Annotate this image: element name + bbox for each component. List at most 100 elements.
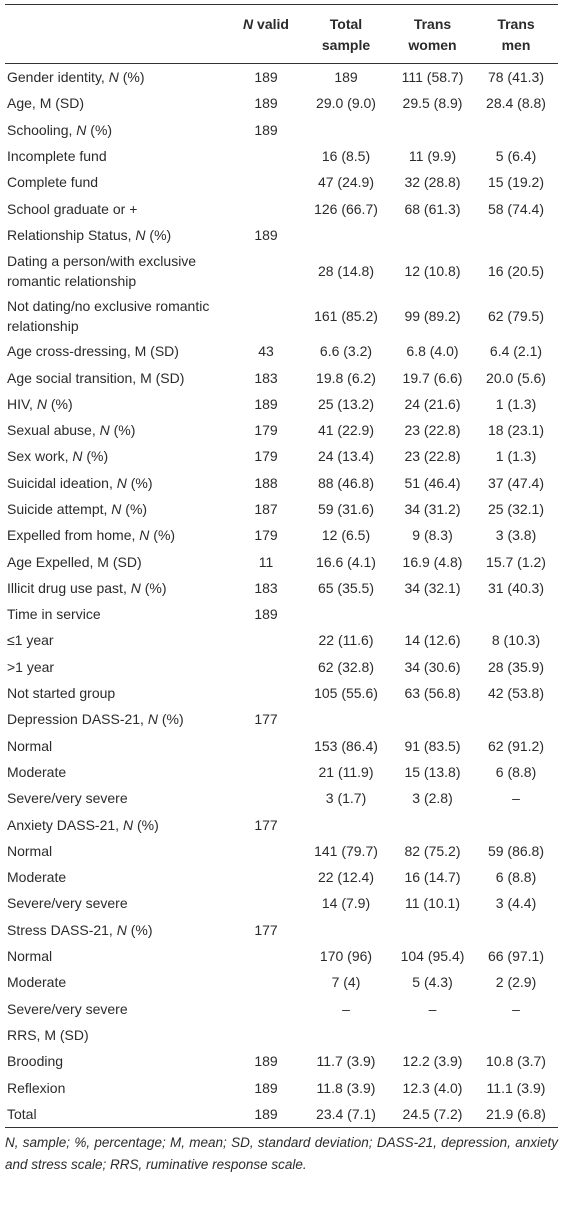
row-label: Incomplete fund [5,143,231,169]
table-header: N valid Total sample Trans women Trans men [5,4,558,64]
value-cell: 19.7 (6.6) [402,369,463,386]
value-cell: 16 (14.7) [404,869,461,886]
value-cell: 3 (2.8) [412,790,453,807]
table-row: Sexual abuse, N (%) 179 41 (22.9) 23 (22.8)… [5,417,558,443]
text: Anxiety DASS-21, [7,816,123,833]
value-cell [474,601,558,627]
value-cell: 5 (6.4) [495,148,537,165]
value-cell: 63 (56.8) [404,685,461,702]
value-cell [231,169,301,195]
italic-text: N [108,69,119,86]
value-cell [231,195,301,221]
italic-text: N [135,226,146,243]
text: Normal [7,842,53,859]
value-cell: 16 (20.5) [487,262,545,279]
table-row: Age Expelled, M (SD) 11 16.6 (4.1) 16.9 (4.… [5,548,558,574]
value-cell: 24.5 (7.2) [402,1105,463,1122]
value-cell: 28 (14.8) [317,262,375,279]
table-row: Moderate 7 (4) 5 (4.3) 2 (2.9) [5,969,558,995]
value-cell: 189 [254,1079,278,1096]
row-label: Severe/very severe [5,996,231,1022]
text: Not started group [7,685,116,702]
data-table: N valid Total sample Trans women Trans men … [5,4,558,1128]
table-row: >1 year 62 (32.8) 34 (30.6) 28 (35.9) [5,654,558,680]
value-cell: 170 (96) [319,948,373,965]
table-row: Total 189 23.4 (7.1) 24.5 (7.2) 21.9 (6.8) [5,1101,558,1128]
text: Schooling, [7,121,77,138]
value-cell: 15 (19.2) [487,174,545,191]
table-row: Age, M (SD) 189 29.0 (9.0) 29.5 (8.9) 28.4 (… [5,90,558,116]
row-label: RRS, M (SD) [5,1022,231,1048]
value-cell: 179 [254,448,278,465]
value-cell [474,811,558,837]
value-cell: 189 [254,226,278,243]
row-label: Severe/very severe [5,890,231,916]
value-cell: 20.0 (5.6) [486,369,546,386]
header-cell: Trans women [391,5,474,64]
table-row: Severe/very severe – – – [5,996,558,1022]
value-cell: 25 (13.2) [317,395,375,412]
text: ≤1 year [7,632,54,649]
text: Trans women [408,16,457,53]
text: HIV, [7,395,37,412]
text: Depression DASS-21, [7,711,148,728]
text: Age, M (SD) [7,95,85,112]
value-cell: 24 (13.4) [317,448,375,465]
text: Brooding [7,1053,64,1070]
text: Trans men [497,16,535,53]
value-cell: 177 [254,921,278,938]
value-cell: 23 (22.8) [404,422,461,439]
header-cell [5,5,231,64]
text: Dating a person/with exclusive romantic … [7,252,197,289]
value-cell: 34 (32.1) [404,579,461,596]
table-row: Complete fund 47 (24.9) 32 (28.8) 15 (19.2) [5,169,558,195]
italic-text: N [76,121,87,138]
value-cell: 37 (47.4) [487,474,545,491]
text: Expelled from home, [7,527,140,544]
table-row: Moderate 22 (12.4) 16 (14.7) 6 (8.8) [5,864,558,890]
value-cell: 177 [254,816,278,833]
value-cell: 34 (31.2) [404,501,461,517]
text: (%) [86,121,113,138]
value-cell: 10.8 (3.7) [486,1053,546,1070]
value-cell: 6.6 (3.2) [319,343,373,360]
value-cell: 11.8 (3.9) [316,1079,376,1096]
value-cell: 189 [254,1105,278,1122]
row-label: Anxiety DASS-21, N (%) [5,811,231,837]
table-row: Time in service 189 [5,601,558,627]
value-cell [301,917,391,943]
value-cell: 6.8 (4.0) [406,343,459,360]
value-cell: 183 [254,369,278,386]
value-cell: 16 (8.5) [321,148,371,165]
italic-text: N [99,422,110,439]
value-cell: 6 (8.8) [495,869,537,886]
italic-text: N [130,579,141,596]
value-cell [474,117,558,143]
text: (%) [140,579,167,596]
value-cell [474,222,558,248]
value-cell: 15.7 (1.2) [486,553,546,570]
value-cell: 47 (24.9) [317,174,375,191]
value-cell [391,811,474,837]
row-label: Age cross-dressing, M (SD) [5,338,231,364]
text: (%) [157,711,184,728]
row-label: Sexual abuse, N (%) [5,417,231,443]
value-cell [231,943,301,969]
value-cell [391,222,474,248]
table-row: Suicidal ideation, N (%) 188 88 (46.8) 51 (… [5,470,558,496]
page: N valid Total sample Trans women Trans men … [0,4,563,1209]
value-cell [231,293,301,338]
value-cell [231,996,301,1022]
value-cell [231,759,301,785]
text: (%) [126,921,153,938]
value-cell: 12 (6.5) [321,527,371,544]
value-cell: 12.3 (4.0) [402,1079,463,1096]
italic-text: N [243,16,254,32]
value-cell [231,838,301,864]
italic-text: N [111,501,122,517]
text: Severe/very severe [7,790,128,807]
text: Complete fund [7,174,99,191]
header-label: N valid [237,14,295,35]
value-cell: 179 [254,422,278,439]
value-cell [231,654,301,680]
